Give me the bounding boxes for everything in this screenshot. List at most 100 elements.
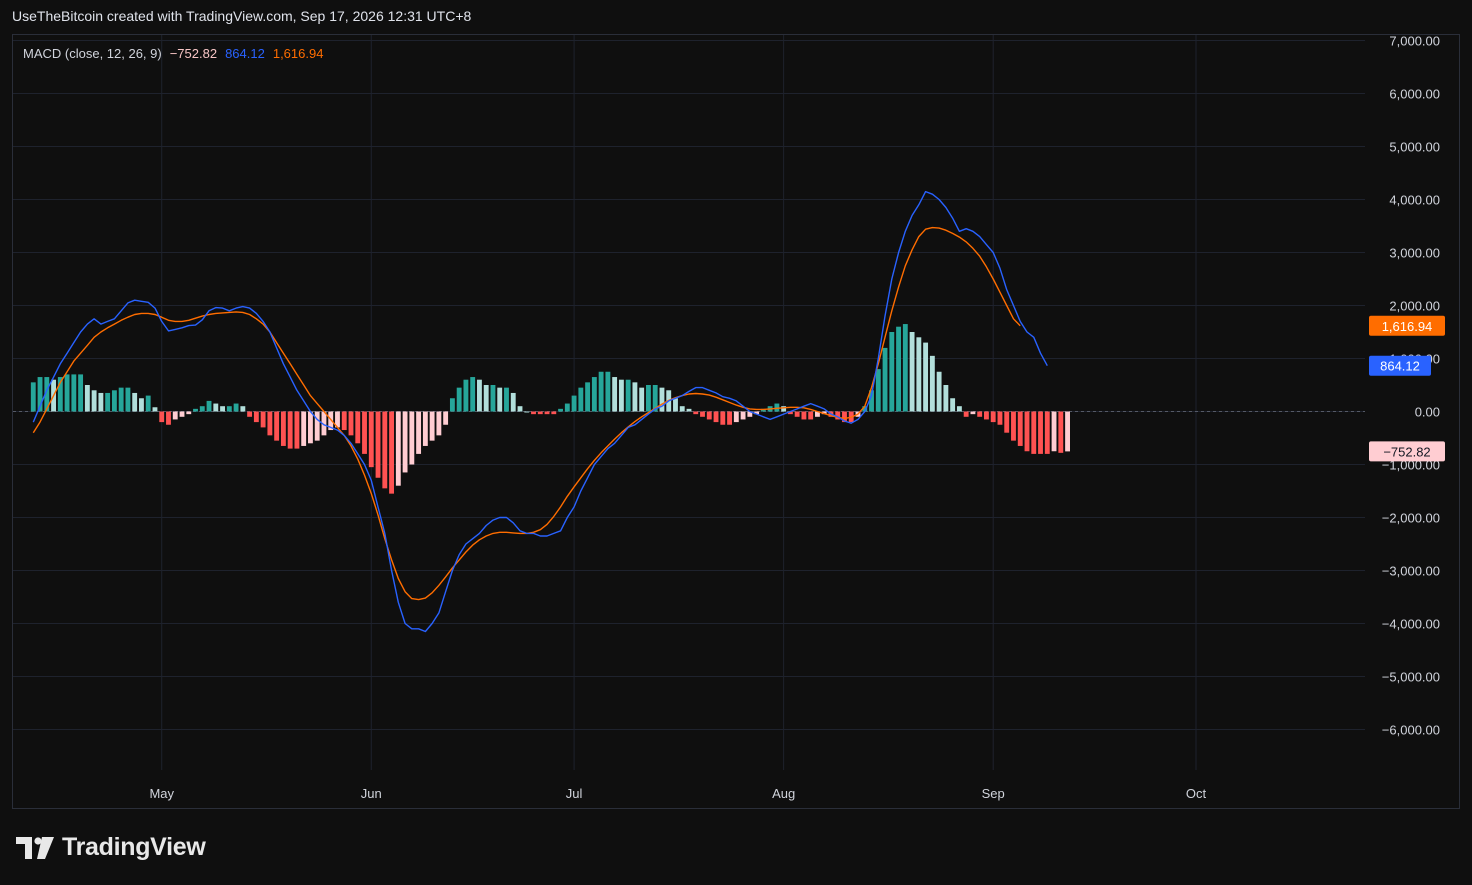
histogram-bars (30, 324, 1070, 494)
histogram-bar (956, 406, 962, 412)
histogram-bar (409, 411, 415, 465)
histogram-bar (585, 382, 591, 412)
y-tick-label: 7,000.00 (1389, 34, 1440, 49)
histogram-bar (605, 371, 611, 412)
histogram-bar (37, 377, 43, 412)
histogram-bar (166, 411, 171, 425)
macd-line (32, 190, 1048, 633)
histogram-bar (274, 411, 280, 441)
histogram-bar (531, 411, 536, 415)
histogram-bar (483, 385, 489, 412)
histogram-bar (1051, 411, 1057, 452)
histogram-bar (1044, 411, 1050, 454)
histogram-bar (544, 411, 550, 415)
histogram-bar (1011, 411, 1016, 441)
histogram-bar (220, 406, 225, 412)
histogram-bar (78, 374, 84, 412)
histogram-bar (740, 411, 746, 420)
histogram-bar (686, 408, 692, 412)
histogram-bar (571, 395, 577, 412)
histogram-bar (213, 403, 219, 412)
histogram-bar (869, 390, 874, 412)
histogram-bar (821, 411, 827, 415)
macd-line-path (32, 190, 1048, 633)
histogram-bar (889, 332, 895, 412)
histogram-bar (902, 324, 908, 412)
histogram-bar (159, 411, 165, 423)
histogram-bar (449, 398, 455, 412)
histogram-bar (172, 411, 178, 420)
histogram-bar (145, 395, 151, 412)
x-tick-label: Jul (566, 786, 583, 801)
histogram-bar (348, 411, 354, 436)
grid-lines (13, 35, 1365, 770)
badge-signal-bg (1369, 315, 1445, 336)
histogram-bar (280, 411, 286, 446)
x-tick-label: Oct (1186, 786, 1207, 801)
histogram-bar (896, 326, 901, 412)
histogram-bar (179, 411, 185, 417)
tradingview-logo[interactable]: TradingView (16, 833, 206, 862)
y-tick-label: −5,000.00 (1382, 670, 1440, 685)
histogram-bar (98, 392, 104, 412)
y-axis-labels: 7,000.00 6,000.00 5,000.00 4,000.00 3,000.00… (1382, 34, 1440, 738)
histogram-bar (909, 332, 915, 412)
histogram-bar (375, 411, 381, 478)
histogram-bar (970, 411, 976, 415)
histogram-bar (787, 411, 793, 415)
histogram-bar (1038, 411, 1043, 454)
histogram-bar (774, 403, 780, 412)
histogram-bar (125, 387, 131, 412)
histogram-bar (233, 403, 239, 412)
x-tick-label: Jun (361, 786, 382, 801)
histogram-bar (504, 387, 509, 412)
histogram-bar (1004, 411, 1010, 433)
histogram-bar (362, 411, 367, 454)
histogram-bar (226, 406, 232, 412)
y-tick-label: 3,000.00 (1389, 246, 1440, 261)
histogram-bar (598, 371, 604, 412)
histogram-bar (260, 411, 266, 428)
histogram-bar (139, 398, 144, 412)
y-tick-label: 2,000.00 (1389, 299, 1440, 314)
y-tick-label: 4,000.00 (1389, 193, 1440, 208)
histogram-bar (335, 411, 340, 428)
histogram-bar (314, 411, 320, 441)
histogram-bar (193, 408, 198, 412)
histogram-bar (321, 411, 327, 436)
histogram-bar (990, 411, 996, 423)
histogram-bar (105, 392, 111, 412)
histogram-bar (558, 408, 563, 412)
indicator-legend[interactable]: MACD (close, 12, 26, 9) −752.82 864.12 1… (23, 46, 323, 61)
histogram-bar (760, 408, 766, 412)
histogram-bar (294, 411, 300, 449)
histogram-bar (625, 379, 631, 412)
histogram-bar (395, 411, 401, 486)
histogram-bar (186, 411, 192, 415)
histogram-bar (618, 379, 624, 412)
histogram-bar (794, 411, 800, 417)
histogram-bar (416, 411, 422, 454)
x-tick-label: Sep (982, 786, 1005, 801)
histogram-bar (673, 398, 678, 412)
histogram-bar (943, 385, 949, 412)
histogram-bar (936, 371, 942, 412)
x-tick-label: May (149, 786, 174, 801)
histogram-bar (64, 374, 70, 412)
badge-macd-bg (1369, 355, 1431, 376)
histogram-bar (815, 411, 820, 417)
histogram-bar (422, 411, 428, 446)
y-tick-label: −4,000.00 (1382, 617, 1440, 632)
histogram-bar (1024, 411, 1030, 452)
badge-histogram-bg (1369, 441, 1445, 462)
y-tick-label: 6,000.00 (1389, 87, 1440, 102)
histogram-bar (923, 342, 929, 412)
histogram-bar (963, 411, 969, 417)
histogram-bar (950, 398, 956, 412)
histogram-bar (646, 385, 651, 412)
histogram-bar (71, 374, 77, 412)
y-tick-label: 0.00 (1415, 405, 1440, 420)
histogram-bar (111, 390, 117, 412)
histogram-bar (490, 385, 496, 412)
